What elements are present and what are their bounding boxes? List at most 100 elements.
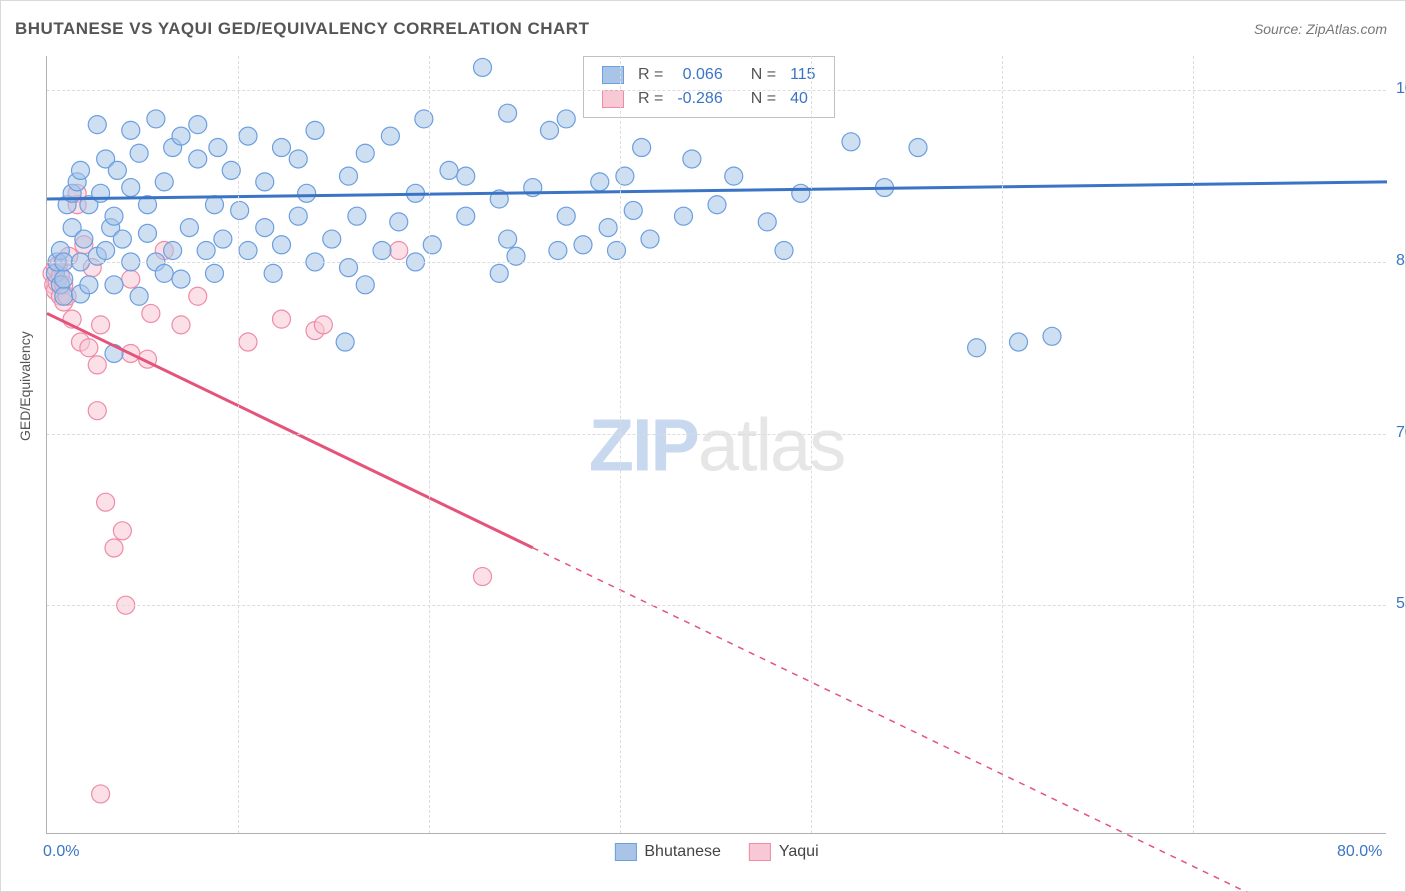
legend-row-yaqui: R = -0.286 N = 40: [596, 88, 822, 110]
scatter-point: [172, 270, 190, 288]
scatter-point: [499, 230, 517, 248]
scatter-point: [55, 270, 73, 288]
scatter-point: [314, 316, 332, 334]
legend-item-bhutanese: Bhutanese: [614, 843, 721, 861]
scatter-point: [197, 242, 215, 260]
legend-item-yaqui: Yaqui: [749, 843, 819, 861]
source-attribution: Source: ZipAtlas.com: [1254, 21, 1387, 37]
scatter-point: [541, 121, 559, 139]
gridline-h: [47, 434, 1386, 435]
scatter-point: [105, 207, 123, 225]
scatter-point: [792, 184, 810, 202]
scatter-point: [189, 287, 207, 305]
scatter-point: [641, 230, 659, 248]
scatter-point: [842, 133, 860, 151]
scatter-point: [231, 201, 249, 219]
scatter-point: [264, 264, 282, 282]
scatter-point: [708, 196, 726, 214]
scatter-point: [97, 242, 115, 260]
scatter-point: [155, 173, 173, 191]
scatter-point: [457, 207, 475, 225]
scatter-point: [474, 58, 492, 76]
n-label: N =: [745, 88, 782, 110]
scatter-point: [298, 184, 316, 202]
scatter-point: [88, 116, 106, 134]
gridline-v: [1002, 56, 1003, 833]
gridline-h: [47, 90, 1386, 91]
scatter-point: [289, 207, 307, 225]
scatter-point: [323, 230, 341, 248]
scatter-point: [214, 230, 232, 248]
scatter-point: [172, 127, 190, 145]
chart-container: BHUTANESE VS YAQUI GED/EQUIVALENCY CORRE…: [0, 0, 1406, 892]
scatter-point: [440, 161, 458, 179]
scatter-point: [909, 139, 927, 157]
trend-line: [47, 313, 533, 547]
scatter-point: [239, 333, 257, 351]
scatter-point: [92, 316, 110, 334]
scatter-point: [1043, 327, 1061, 345]
gridline-h: [47, 262, 1386, 263]
scatter-point: [256, 219, 274, 237]
scatter-point: [55, 287, 73, 305]
scatter-point: [758, 213, 776, 231]
scatter-point: [239, 242, 257, 260]
scatter-point: [683, 150, 701, 168]
r-value-bhutanese: 0.066: [671, 64, 728, 86]
scatter-point: [164, 242, 182, 260]
scatter-point: [557, 207, 575, 225]
scatter-point: [775, 242, 793, 260]
scatter-point: [273, 139, 291, 157]
n-value-yaqui: 40: [784, 88, 822, 110]
scatter-point: [180, 219, 198, 237]
gridline-v: [811, 56, 812, 833]
scatter-point: [239, 127, 257, 145]
gridline-v: [429, 56, 430, 833]
scatter-point: [189, 150, 207, 168]
scatter-point: [105, 276, 123, 294]
n-label: N =: [745, 64, 782, 86]
scatter-point: [591, 173, 609, 191]
scatter-point: [113, 522, 131, 540]
gridline-v: [1193, 56, 1194, 833]
y-tick-label: 100.0%: [1396, 80, 1406, 98]
scatter-point: [557, 110, 575, 128]
scatter-point: [289, 150, 307, 168]
scatter-point: [273, 310, 291, 328]
swatch-bhutanese-icon: [614, 843, 636, 861]
gridline-v: [620, 56, 621, 833]
y-tick-label: 70.0%: [1396, 424, 1406, 442]
scatter-point: [80, 339, 98, 357]
scatter-point: [356, 276, 374, 294]
scatter-point: [474, 568, 492, 586]
scatter-point: [206, 264, 224, 282]
scatter-point: [616, 167, 634, 185]
scatter-point: [209, 139, 227, 157]
scatter-point: [624, 201, 642, 219]
scatter-point: [549, 242, 567, 260]
r-label: R =: [632, 64, 669, 86]
scatter-point: [88, 402, 106, 420]
scatter-point: [92, 785, 110, 803]
scatter-point: [599, 219, 617, 237]
scatter-point: [189, 116, 207, 134]
scatter-point: [122, 179, 140, 197]
y-tick-label: 85.0%: [1396, 252, 1406, 270]
scatter-point: [75, 230, 93, 248]
r-label: R =: [632, 88, 669, 110]
y-tick-label: 55.0%: [1396, 595, 1406, 613]
scatter-point: [633, 139, 651, 157]
scatter-point: [130, 287, 148, 305]
scatter-point: [108, 161, 126, 179]
scatter-point: [80, 276, 98, 294]
scatter-point: [574, 236, 592, 254]
trend-line-dashed: [533, 548, 1387, 892]
scatter-point: [122, 121, 140, 139]
scatter-point: [256, 173, 274, 191]
scatter-point: [423, 236, 441, 254]
scatter-point: [373, 242, 391, 260]
plot-svg: [47, 56, 1386, 833]
scatter-point: [490, 264, 508, 282]
scatter-point: [147, 110, 165, 128]
swatch-yaqui-icon: [749, 843, 771, 861]
